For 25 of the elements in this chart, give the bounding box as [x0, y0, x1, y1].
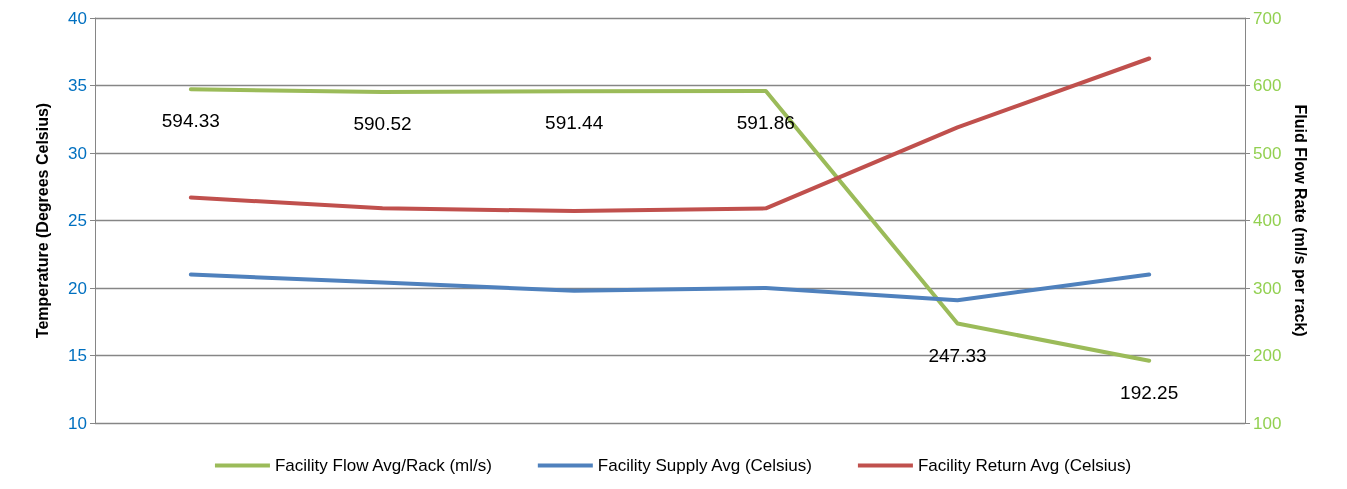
y-tick-label: 25: [68, 211, 87, 230]
y2-tick-label: 500: [1253, 143, 1282, 163]
data-label: 192.25: [1120, 381, 1179, 403]
y-axis-title: Temperature (Degrees Celsius): [33, 102, 51, 339]
data-label: 247.33: [928, 344, 987, 366]
y2-tick-label: 600: [1253, 76, 1282, 95]
y2-tick-label: 200: [1253, 346, 1282, 365]
y2-tick-label: 700: [1253, 8, 1282, 28]
y2-tick-label: 100: [1253, 413, 1282, 433]
y-tick-label: 10: [68, 413, 87, 433]
y-tick-label: 20: [68, 278, 87, 298]
y2-axis-title: Fluid Flow Rate (ml/s per rack): [1291, 104, 1309, 337]
data-label: 590.52: [353, 112, 412, 134]
y-tick-label: 15: [68, 346, 87, 365]
data-label: 594.33: [161, 110, 220, 132]
legend-label: Facility Supply Avg (Celsius): [597, 456, 812, 475]
y-tick-label: 35: [68, 76, 87, 95]
y-tick-label: 30: [68, 143, 87, 163]
y-tick-label: 40: [68, 8, 87, 28]
legend-label: Facility Return Avg (Celsius): [917, 456, 1132, 475]
y2-tick-label: 300: [1253, 278, 1282, 298]
y2-tick-label: 400: [1253, 211, 1282, 230]
line-series: [188, 272, 1152, 303]
data-label: 591.44: [545, 112, 604, 134]
legend-label: Facility Flow Avg/Rack (ml/s): [274, 456, 492, 475]
